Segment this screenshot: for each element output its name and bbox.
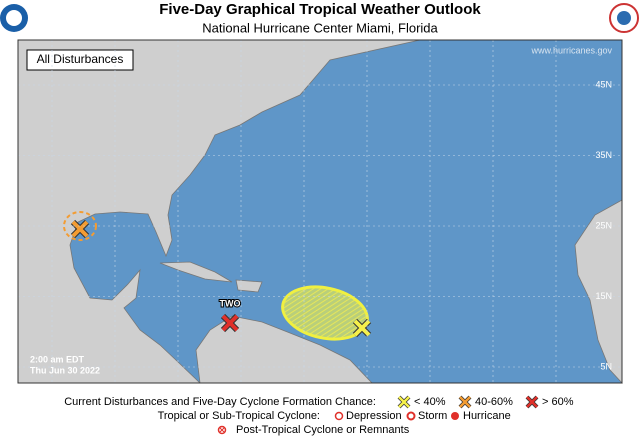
lat-label: 45N [595, 79, 612, 89]
legend-item: Storm [418, 410, 447, 422]
legend-title: Current Disturbances and Five-Day Cyclon… [64, 396, 376, 408]
africa [574, 199, 623, 385]
legend: Current Disturbances and Five-Day Cyclon… [64, 395, 574, 436]
lat-label: 5N [600, 361, 612, 371]
label-box [26, 49, 134, 71]
legend-item: Depression [346, 410, 402, 422]
disturbance-yellow [352, 318, 372, 338]
map: TWO All Disturbances www.hurricanes.gov … [17, 39, 623, 395]
lon-label: 60W [285, 385, 304, 395]
map-frame [17, 39, 623, 384]
legend-item: Hurricane [463, 410, 511, 422]
timestamp: Thu Jun 30 2022 [30, 365, 100, 375]
lon-label: 70W [222, 385, 241, 395]
legend-item: < 40% [414, 396, 446, 408]
legend-item: Post-Tropical Cyclone or Remnants [236, 424, 410, 436]
hispaniola [235, 279, 263, 293]
legend-title: Tropical or Sub-Tropical Cyclone: [158, 410, 320, 422]
lat-label: 15N [595, 291, 612, 301]
nws-logo-inner [617, 11, 631, 25]
lat-label: 25N [595, 220, 612, 230]
lon-label: 40W [411, 385, 430, 395]
title: Five-Day Graphical Tropical Weather Outl… [159, 1, 481, 18]
lon-label: 80W [159, 385, 178, 395]
legend-item: 40-60% [475, 396, 513, 408]
subtitle: National Hurricane Center Miami, Florida [202, 20, 438, 35]
lon-label: 50W [348, 385, 367, 395]
disturbance-orange [70, 219, 90, 239]
lon-label: 20W [537, 385, 556, 395]
formation-area-gulf [63, 211, 97, 241]
map-label: All Disturbances [37, 52, 124, 66]
south-america [195, 315, 373, 384]
lon-label: 90W [96, 385, 115, 395]
lon-label: 100W [30, 385, 54, 395]
timestamp: 2:00 am EDT [30, 354, 85, 364]
lat-label: 35N [595, 150, 612, 160]
legend-item: > 60% [542, 396, 574, 408]
north-america [17, 39, 421, 384]
website: www.hurricanes.gov [530, 45, 612, 55]
disturbance-red [220, 313, 240, 333]
lon-label: 30W [474, 385, 493, 395]
noaa-logo-inner [6, 10, 22, 26]
system-label: TWO [220, 298, 241, 308]
